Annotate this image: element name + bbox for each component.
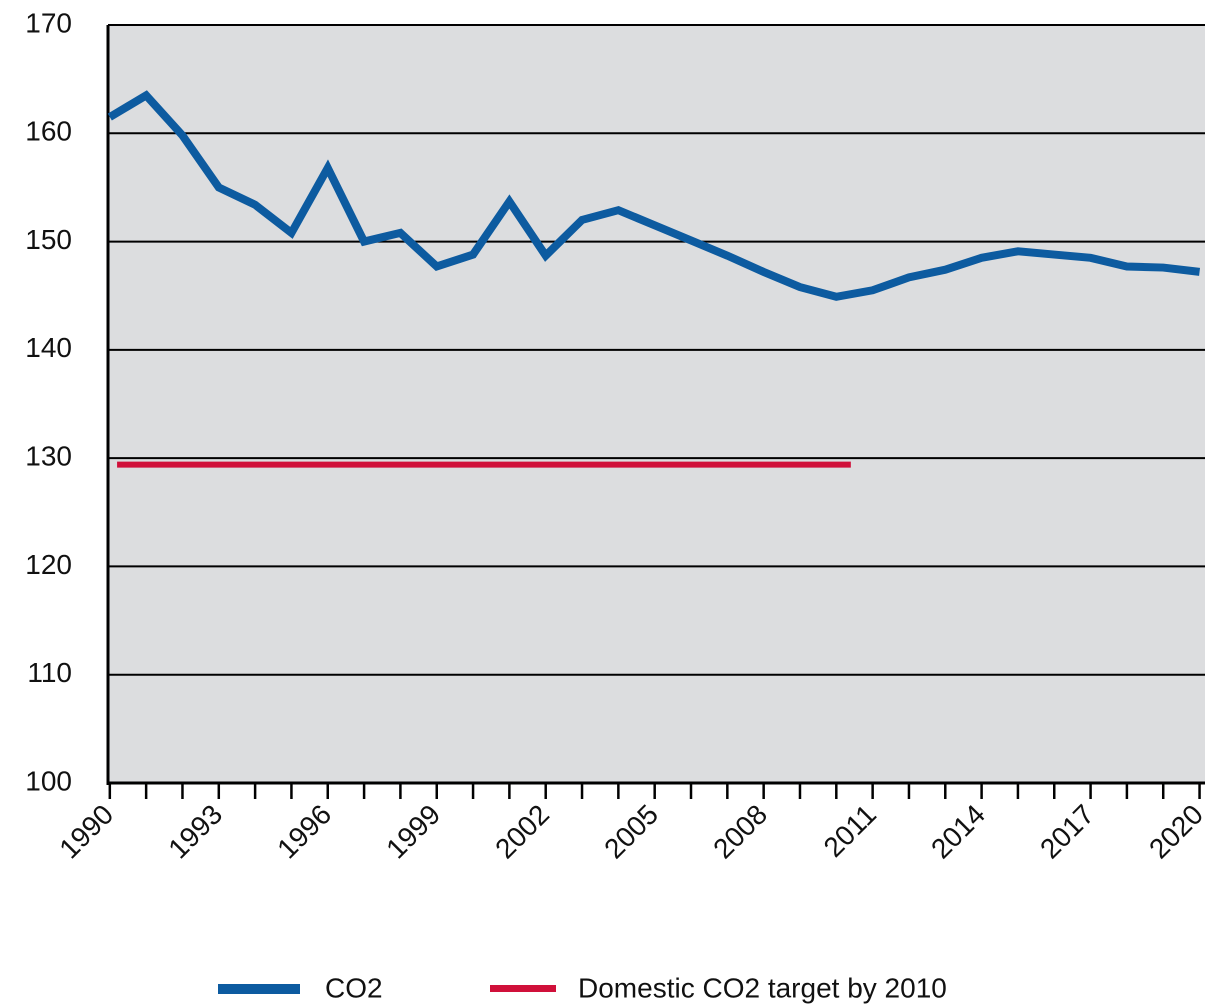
- y-tick-label: 170: [25, 7, 72, 38]
- x-tick-label: 1996: [271, 799, 337, 865]
- y-tick-label: 120: [25, 549, 72, 580]
- y-tick-label: 150: [25, 224, 72, 255]
- x-tick-label: 2002: [489, 799, 555, 865]
- x-tick-label: 1993: [162, 799, 228, 865]
- legend-swatch: [218, 984, 300, 994]
- x-tick-label: 2017: [1034, 799, 1100, 865]
- y-tick-label: 160: [25, 116, 72, 147]
- data-line: [107, 90, 1201, 301]
- legend-label: Domestic CO2 target by 2010: [578, 972, 947, 1003]
- x-tick-label: 1999: [380, 799, 446, 865]
- y-tick-label: 130: [25, 441, 72, 472]
- y-tick-label: 140: [25, 332, 72, 363]
- x-tick-label: 2005: [598, 799, 664, 865]
- plot-area: [108, 25, 1205, 783]
- x-tick-label: 2008: [707, 799, 773, 865]
- y-tick-label: 100: [25, 765, 72, 796]
- x-tick-label: 2014: [925, 799, 991, 865]
- x-tick-label: 2011: [818, 799, 883, 864]
- y-tick-label: 110: [27, 657, 72, 688]
- x-tick-label: 1990: [53, 799, 119, 865]
- legend-swatch: [490, 985, 556, 992]
- legend-label: CO2: [325, 972, 383, 1003]
- x-tick-label: 2020: [1143, 799, 1205, 865]
